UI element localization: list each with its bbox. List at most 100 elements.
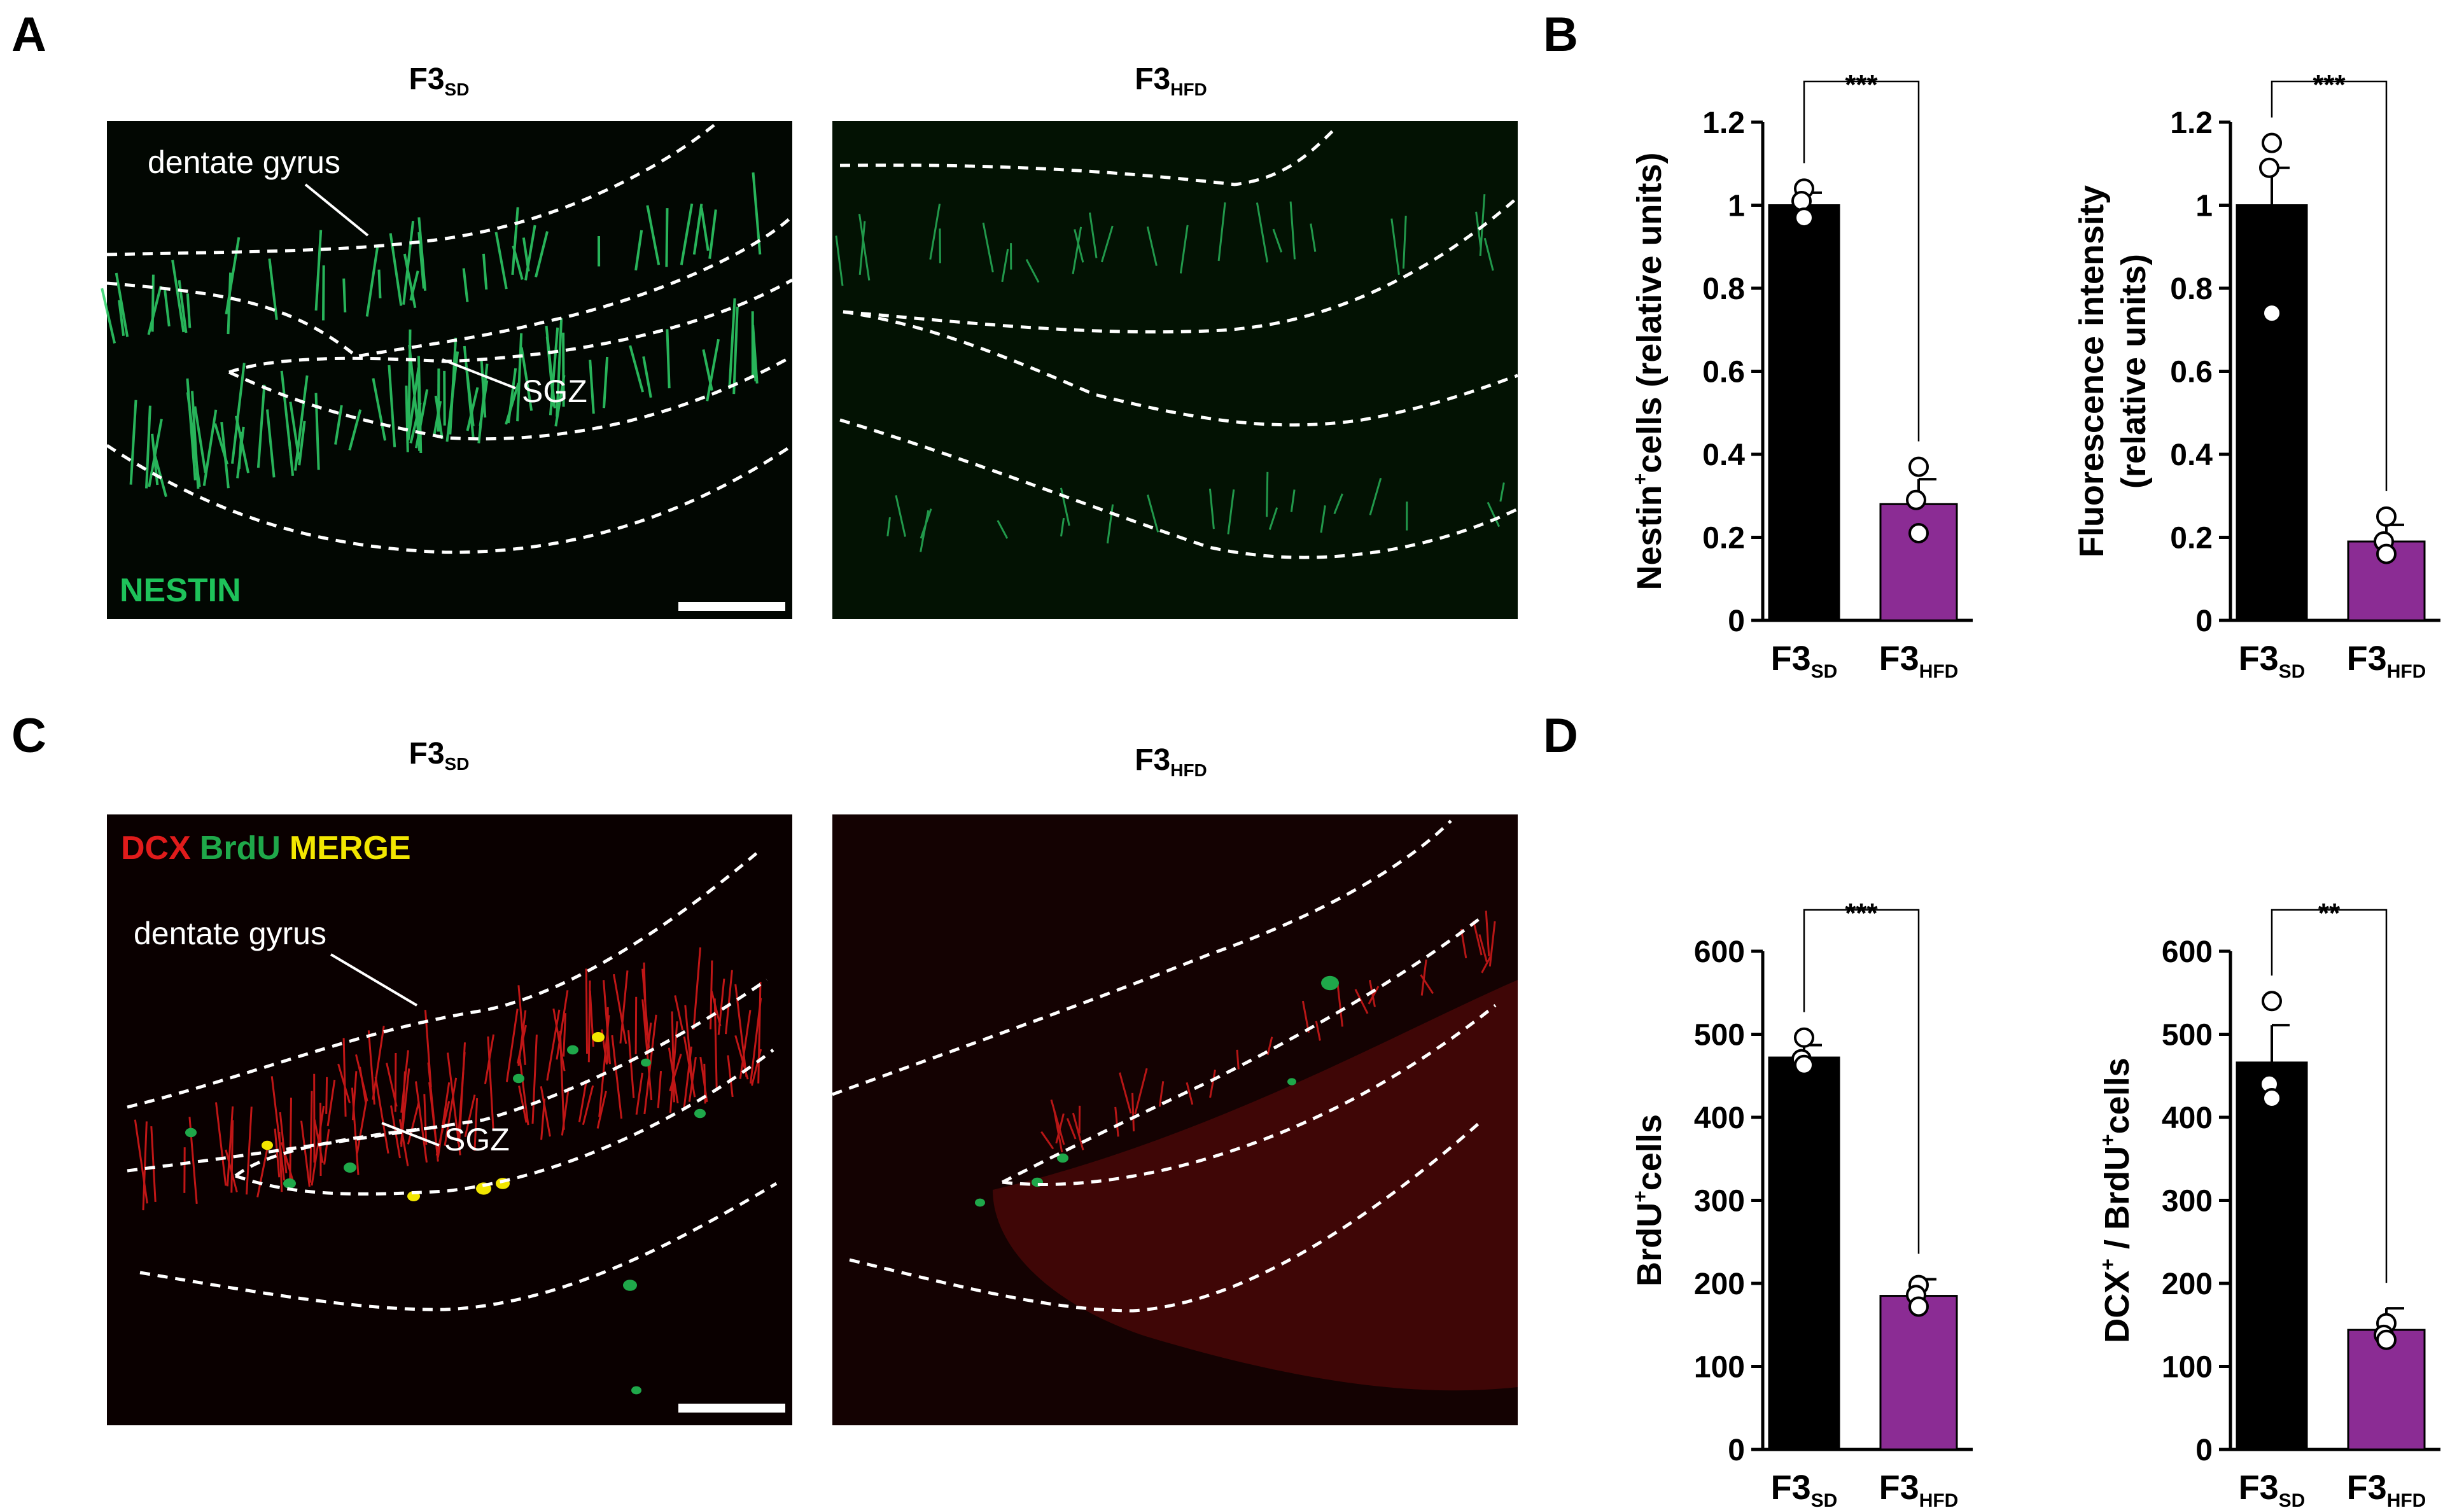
- fiber: [982, 222, 994, 273]
- y-tick-label: 1.2: [1702, 106, 1745, 140]
- dg-outline-inner-sd: [106, 443, 794, 554]
- panel-a-letter: A: [11, 8, 46, 62]
- cell-dot: [344, 1162, 356, 1173]
- y-tick-label: 600: [2162, 935, 2213, 969]
- fiber: [213, 423, 229, 465]
- fiber: [692, 204, 703, 255]
- y-tick-label: 1: [1728, 190, 1745, 223]
- bar-sd: [2236, 204, 2308, 622]
- fiber: [193, 406, 207, 473]
- fiber: [734, 1035, 749, 1080]
- fiber: [997, 520, 1009, 539]
- bar-sd: [1768, 204, 1840, 622]
- fiber: [1290, 489, 1296, 512]
- fiber: [674, 995, 684, 1031]
- fiber: [1208, 488, 1215, 529]
- fiber: [225, 1149, 238, 1192]
- fiber: [415, 389, 429, 449]
- fiber: [1333, 493, 1343, 515]
- nestin-fibers-sd: [101, 172, 762, 498]
- fiber: [692, 947, 701, 1030]
- y-tick-label: 0.2: [2170, 522, 2213, 555]
- fiber: [1336, 982, 1343, 1027]
- fiber: [226, 1106, 234, 1187]
- cell-dot: [631, 1386, 641, 1395]
- fiber: [1072, 227, 1082, 275]
- fiber: [129, 400, 137, 485]
- fiber: [1315, 1021, 1321, 1041]
- fiber: [680, 203, 694, 265]
- fiber: [164, 289, 171, 327]
- data-point: [2262, 303, 2282, 324]
- y-tick-label: 1.2: [2170, 106, 2213, 140]
- fiber: [646, 205, 661, 265]
- fiber: [147, 286, 162, 335]
- label-dentate-gyrus-c: dentate gyrus: [134, 916, 326, 951]
- dg-outline-outer-hfd-c: [832, 820, 1452, 1096]
- chart-dcx-brdu-cells: 0 100 200 300 400 500 600 F3SD F3HFD ** DCX+ / Brd…: [2096, 898, 2440, 1508]
- fiber: [1272, 228, 1283, 253]
- fiber: [1040, 1131, 1054, 1150]
- fiber: [596, 1091, 607, 1129]
- fiber: [517, 1010, 527, 1066]
- chart-brdu-cells: 0 100 200 300 400 500 600 F3SD F3HFD *** BrdU+cell…: [1628, 898, 1973, 1508]
- fiber: [227, 272, 232, 335]
- fiber: [505, 1009, 519, 1082]
- micrograph-nestin-sd: dentate gyrus SGZ NESTIN: [101, 120, 794, 619]
- fiber: [288, 440, 295, 476]
- fiber: [289, 1098, 292, 1180]
- fiber: [886, 517, 891, 536]
- fiber: [374, 1077, 389, 1154]
- fiber: [334, 405, 343, 445]
- fiber: [540, 1098, 546, 1140]
- fiber: [725, 970, 733, 1035]
- panel-a-right-title-sub: HFD: [1170, 80, 1207, 99]
- y-axis-label: Nestin+cells (relative units): [1628, 153, 1669, 590]
- fiber: [1310, 223, 1317, 252]
- fiber: [443, 370, 446, 426]
- fiber: [752, 325, 759, 384]
- fiber: [519, 1059, 529, 1126]
- fiber: [246, 1107, 253, 1195]
- cell-dot: [513, 1073, 524, 1084]
- data-point: [1906, 489, 1926, 510]
- dg-outline-outer-hfd: [839, 126, 1338, 186]
- fiber: [563, 1013, 567, 1057]
- cell-dot: [262, 1140, 273, 1150]
- fiber: [939, 228, 941, 263]
- fiber: [351, 1071, 358, 1121]
- fiber: [713, 998, 718, 1091]
- fiber: [717, 978, 725, 1035]
- fiber: [1158, 1081, 1165, 1107]
- fiber: [1147, 494, 1159, 533]
- fiber: [348, 409, 362, 451]
- fiber: [727, 1055, 734, 1098]
- y-tick-label: 600: [1694, 935, 1745, 969]
- dg-outline-inner-hfd: [839, 418, 1519, 559]
- fiber: [342, 278, 347, 312]
- fiber: [1499, 482, 1505, 502]
- x-category-label: F3SD: [2239, 639, 2306, 682]
- fiber: [458, 1042, 466, 1140]
- dg-pointer-c: [330, 953, 418, 1007]
- fiber: [148, 419, 163, 487]
- fiber: [225, 237, 241, 315]
- fiber: [428, 1082, 438, 1154]
- brdu-dots-sd: [185, 1032, 706, 1395]
- fiber: [409, 270, 419, 301]
- fiber: [268, 258, 278, 320]
- fiber: [400, 1068, 410, 1145]
- significance-label: ***: [1845, 69, 1878, 101]
- y-tick-label: 500: [1694, 1019, 1745, 1052]
- fiber: [230, 1120, 234, 1193]
- stain-dcx: DCX: [121, 830, 191, 867]
- fiber: [402, 220, 415, 305]
- cell-dot: [1321, 975, 1339, 991]
- fiber: [417, 217, 427, 291]
- fiber: [365, 244, 379, 317]
- fiber: [482, 253, 488, 290]
- fiber: [465, 367, 475, 426]
- significance-label: ***: [2313, 69, 2346, 101]
- panel-a-right-title: F3HFD: [1135, 62, 1207, 99]
